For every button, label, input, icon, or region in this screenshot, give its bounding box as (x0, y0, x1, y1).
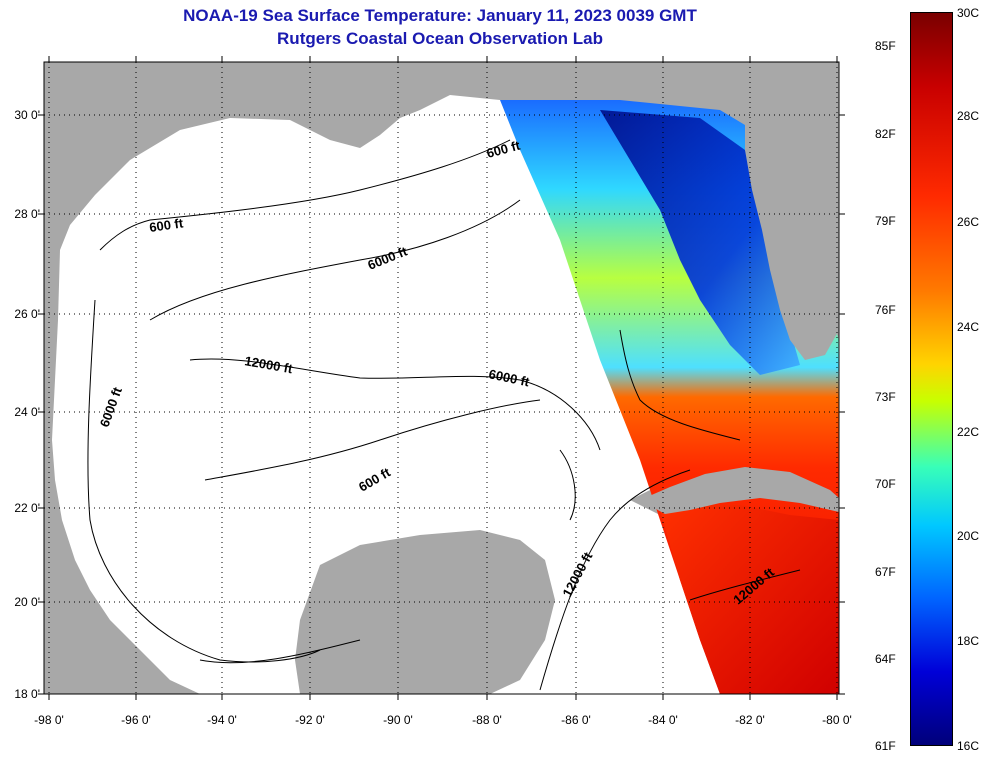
lon-label: -90 0' (383, 713, 413, 727)
colorbar-f-label: 67F (875, 565, 896, 579)
colorbar-f-label: 85F (875, 39, 896, 53)
graticule (44, 62, 839, 694)
lat-label: 30 0' (14, 108, 40, 122)
map-frame (43, 61, 840, 695)
lat-label: 28 0' (14, 207, 40, 221)
lat-label: 24 0' (14, 405, 40, 419)
colorbar-f-label: 82F (875, 127, 896, 141)
contour-label: 600 ft (148, 215, 184, 235)
bathymetry-contours (87, 139, 801, 691)
lon-label: -82 0' (735, 713, 765, 727)
lat-label: 22 0' (14, 501, 40, 515)
lat-label: 20 0' (14, 595, 40, 609)
map-subtitle: Rutgers Coastal Ocean Observation Lab (277, 29, 603, 48)
colorbar-f-label: 79F (875, 214, 896, 228)
colorbar-c-label: 18C (957, 634, 980, 648)
map-title: NOAA-19 Sea Surface Temperature: January… (183, 6, 697, 25)
sst-map: -98 0' -96 0' -94 0' -92 0' -90 0' -88 0… (14, 56, 852, 727)
lon-label: -80 0' (822, 713, 852, 727)
colorbar-c-label: 28C (957, 109, 980, 123)
colorbar-f-label: 73F (875, 390, 896, 404)
axis-ticks (38, 56, 845, 700)
colorbar-c-label: 16C (957, 739, 980, 753)
caribbean-warm (660, 505, 839, 694)
lon-label: -94 0' (207, 713, 237, 727)
colorbar-f-label: 70F (875, 477, 896, 491)
colorbar-f-label: 76F (875, 303, 896, 317)
lon-label: -84 0' (648, 713, 678, 727)
lon-label: -86 0' (561, 713, 591, 727)
florida-land (745, 62, 839, 360)
colorbar-c-label: 20C (957, 529, 980, 543)
temperature-colorbar (910, 12, 953, 746)
latitude-labels: 30 0' 28 0' 26 0' 24 0' 22 0' 20 0' 18 0… (14, 108, 40, 701)
lon-label: -92 0' (295, 713, 325, 727)
lat-label: 18 0' (14, 687, 40, 701)
lon-label: -98 0' (34, 713, 64, 727)
longitude-labels: -98 0' -96 0' -94 0' -92 0' -90 0' -88 0… (34, 713, 852, 727)
yucatan-land (295, 530, 555, 694)
colorbar-c-label: 30C (957, 6, 980, 20)
colorbar-c-label: 26C (957, 215, 980, 229)
colorbar-f-label: 64F (875, 652, 896, 666)
colorbar-c-label: 24C (957, 320, 980, 334)
lon-label: -96 0' (121, 713, 151, 727)
colorbar-c-label: 22C (957, 425, 980, 439)
cuba-land-overlay (640, 467, 839, 514)
lat-label: 26 0' (14, 307, 40, 321)
colorbar-f-label: 61F (875, 739, 896, 753)
lon-label: -88 0' (472, 713, 502, 727)
